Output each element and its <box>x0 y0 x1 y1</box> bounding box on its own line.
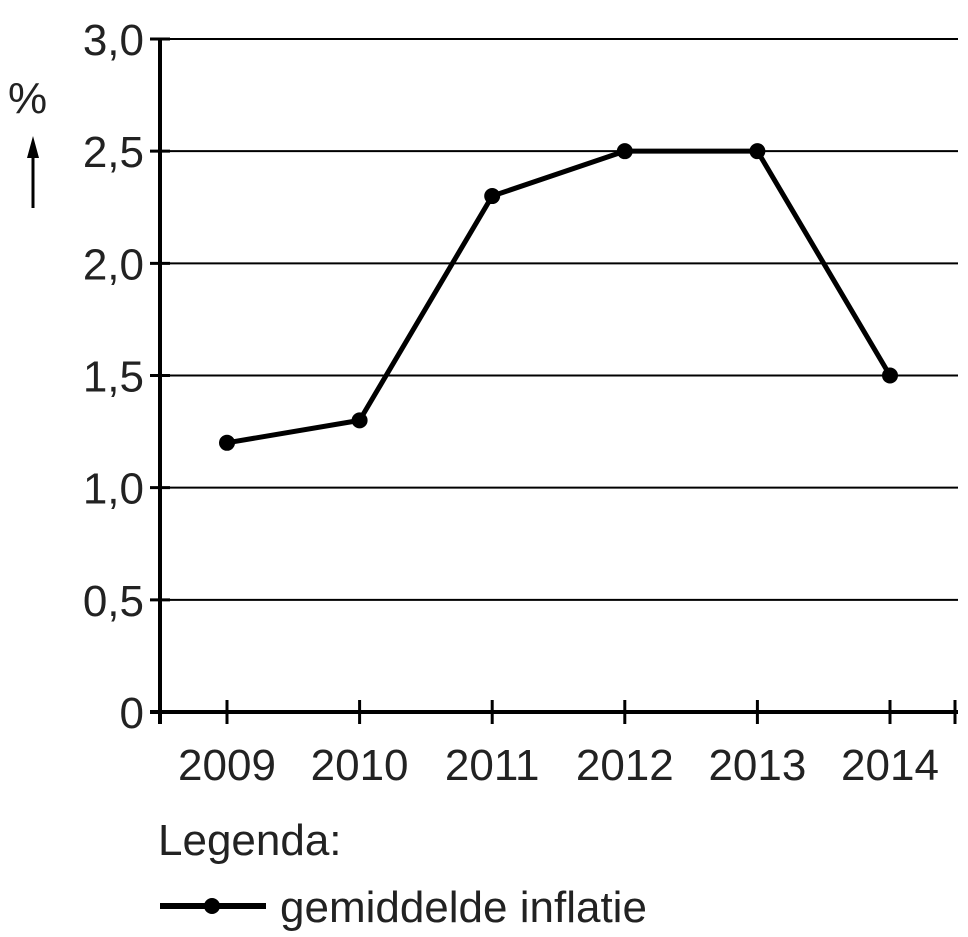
x-axis: 2009 2010 2011 2012 2013 2014 <box>150 700 958 790</box>
y-tick-label: 1,0 <box>83 465 144 514</box>
y-axis: 0 0,5 1,0 1,5 2,0 2,5 3,0 <box>83 16 170 738</box>
x-tick-label: 2009 <box>178 741 276 790</box>
y-tick-label: 2,5 <box>83 128 144 177</box>
x-tick-label: 2010 <box>311 741 409 790</box>
up-arrow-icon <box>27 136 39 208</box>
gridlines <box>160 38 958 601</box>
series-gemiddelde-inflatie <box>219 143 898 451</box>
x-tick-label: 2014 <box>841 741 939 790</box>
data-point <box>351 412 368 429</box>
y-tick-label: 3,0 <box>83 16 144 65</box>
x-tick-label: 2012 <box>576 741 674 790</box>
y-tick-label: 0,5 <box>83 577 144 626</box>
y-tick-label: 0 <box>120 689 144 738</box>
data-point <box>484 188 501 205</box>
x-tick-label: 2013 <box>708 741 806 790</box>
y-tick-label: 1,5 <box>83 353 144 402</box>
y-tick-label: 2,0 <box>83 240 144 289</box>
legend-item-label: gemiddelde inflatie <box>280 883 647 932</box>
data-point <box>219 434 235 451</box>
data-point <box>616 143 633 160</box>
y-axis-unit-label: % <box>8 74 47 123</box>
legend-item: gemiddelde inflatie <box>160 883 647 932</box>
legend-marker-icon <box>204 898 220 914</box>
x-tick-label: 2011 <box>445 741 540 790</box>
legend-title: Legenda: <box>158 816 342 865</box>
data-point <box>882 367 898 384</box>
data-point <box>749 143 766 160</box>
